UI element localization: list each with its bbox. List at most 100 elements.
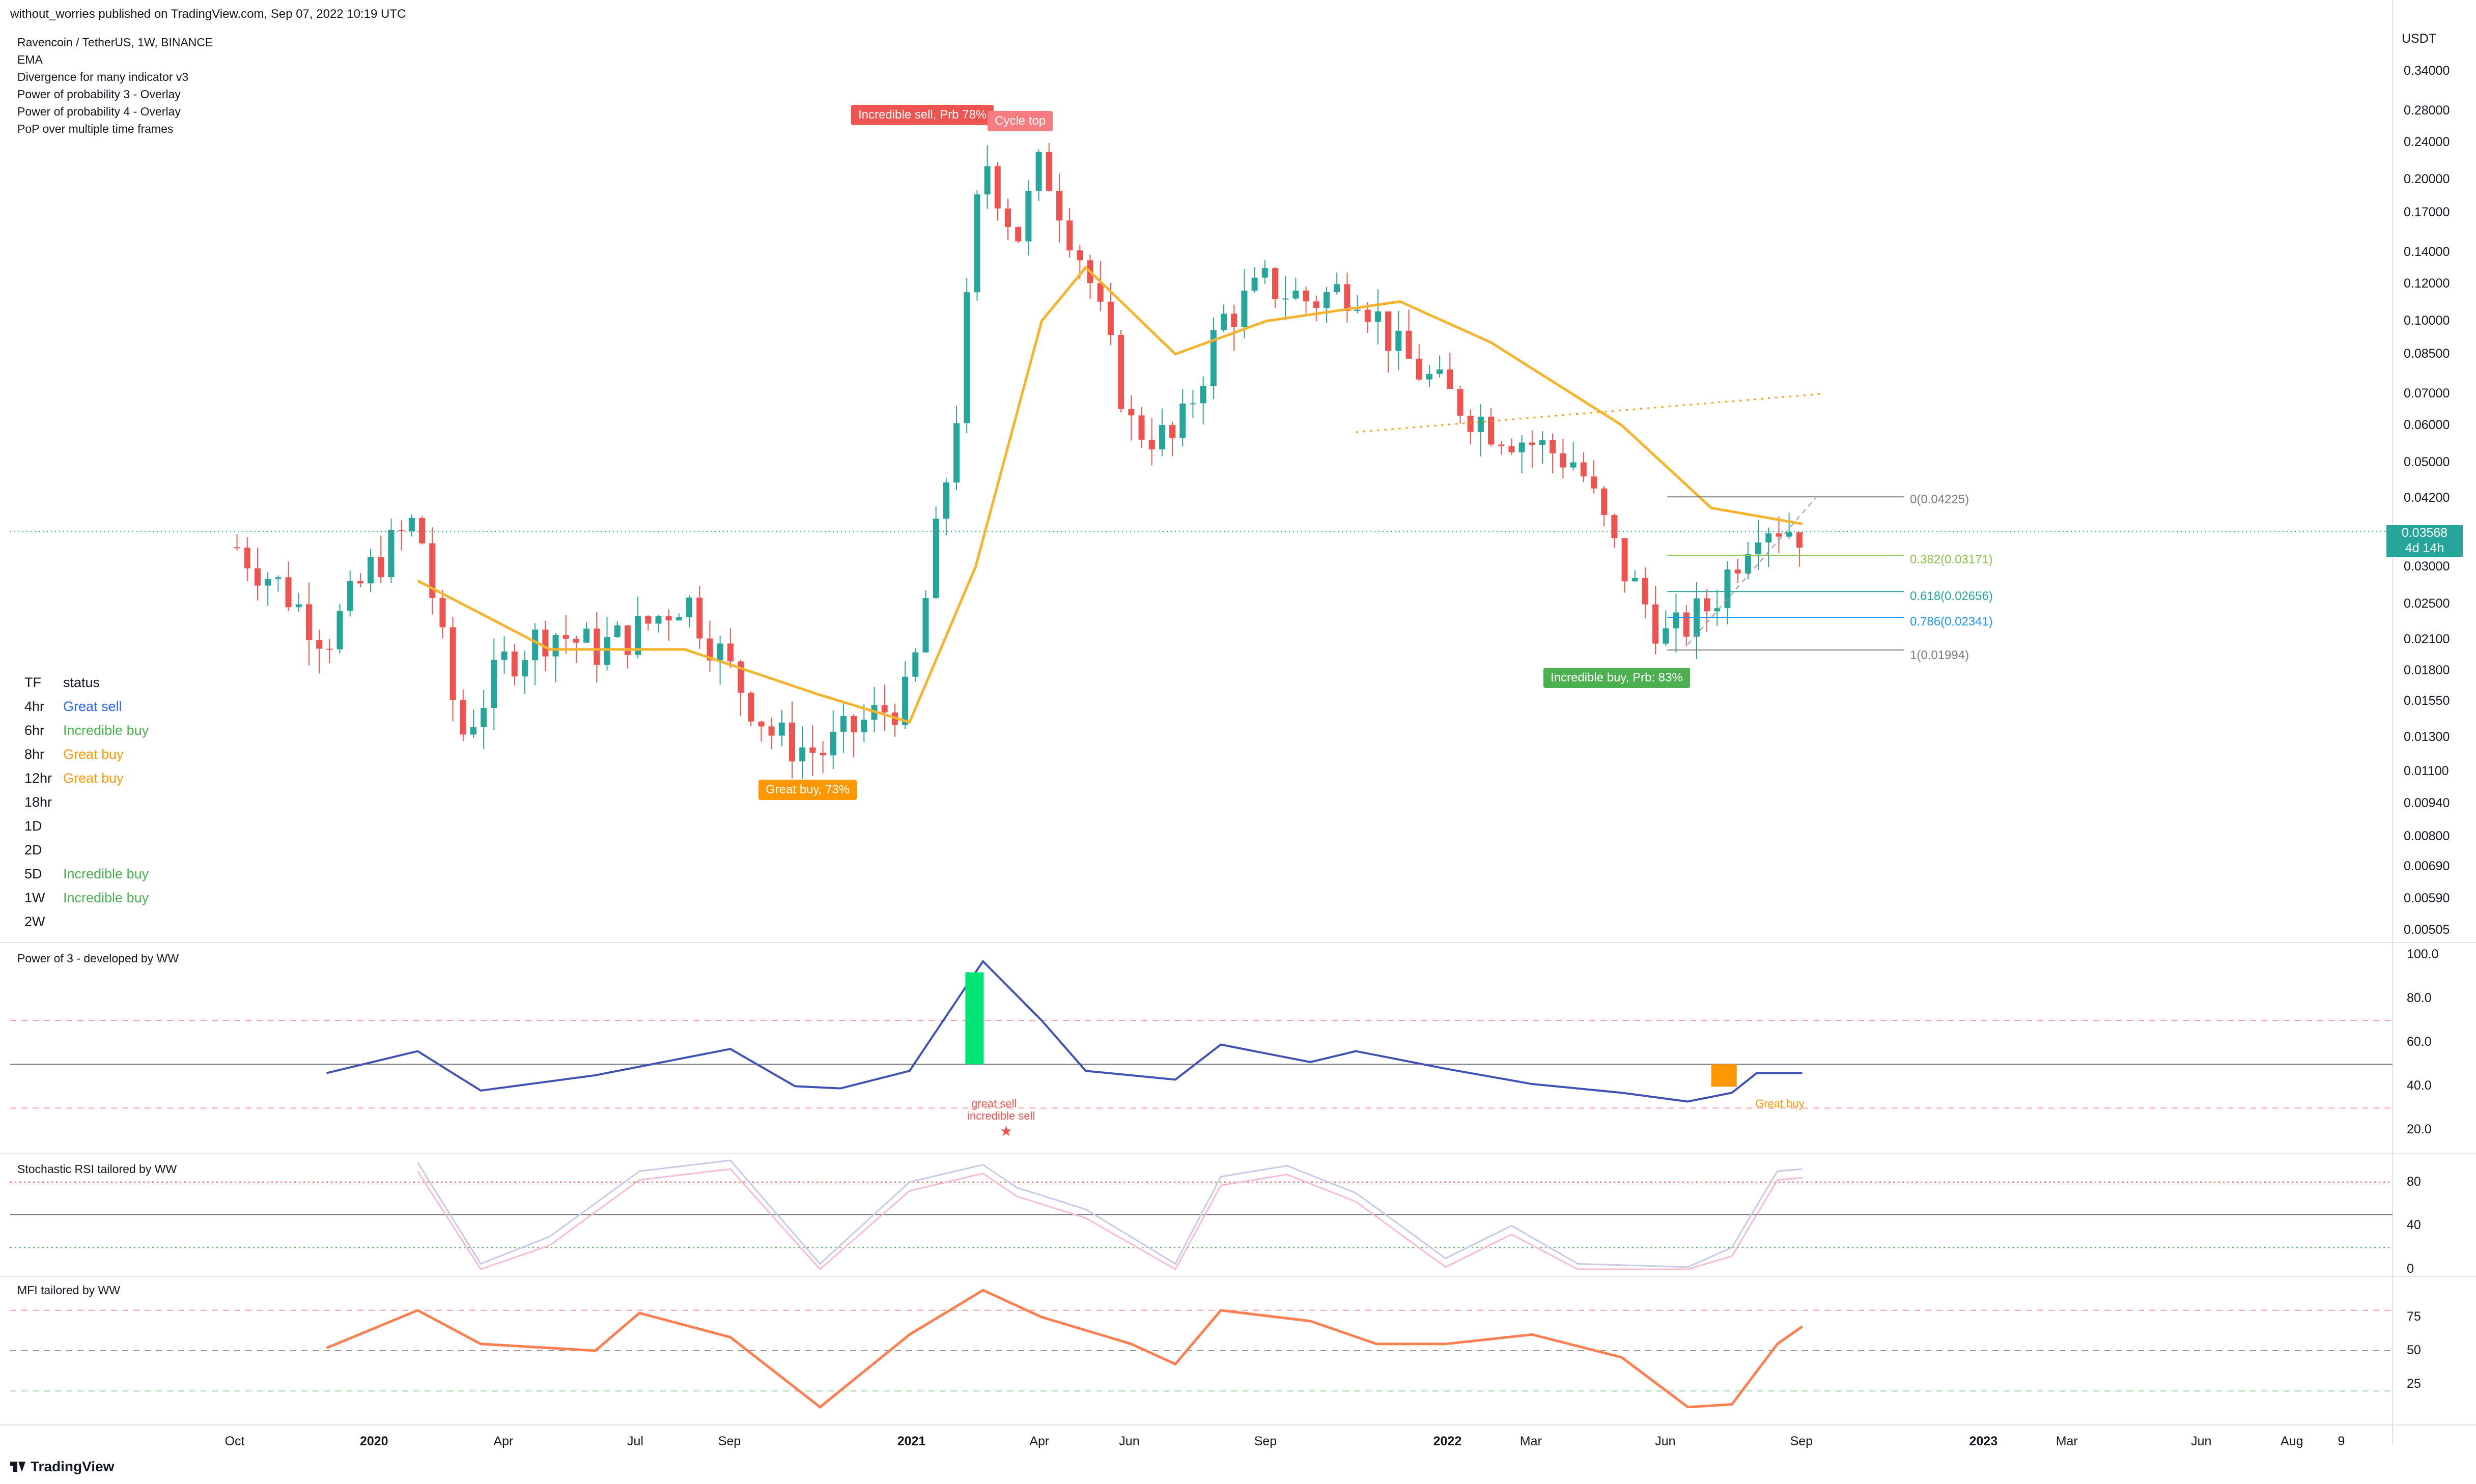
candle-body xyxy=(840,716,847,732)
status-cell: Great sell xyxy=(63,699,122,714)
price-tick: 0.14000 xyxy=(2404,244,2450,259)
candle-body xyxy=(1334,284,1340,293)
stoch-tick: 40 xyxy=(2407,1218,2421,1233)
candle-body xyxy=(347,581,353,611)
price-tick: 0.00940 xyxy=(2404,795,2450,810)
candle-body xyxy=(1282,298,1289,300)
time-tick: Jun xyxy=(2191,1434,2212,1448)
candle-body xyxy=(1437,369,1443,374)
candle-body xyxy=(1786,532,1792,537)
time-tick: 2022 xyxy=(1433,1434,1462,1448)
pop3-pane-title[interactable]: Power of 3 - developed by WW xyxy=(17,952,179,965)
candle-body xyxy=(1097,283,1104,302)
status-cell: Incredible buy xyxy=(63,890,149,905)
candle-body xyxy=(1015,227,1022,242)
candle-body xyxy=(429,543,436,598)
mfi-pane-title[interactable]: MFI tailored by WW xyxy=(17,1283,120,1297)
candle-body xyxy=(1580,462,1587,477)
candle-body xyxy=(1107,301,1114,335)
candle-body xyxy=(1405,330,1412,359)
time-tick: Jul xyxy=(627,1434,643,1448)
candle-body xyxy=(861,720,867,732)
candle-body xyxy=(378,557,384,578)
pop3-line xyxy=(326,959,1803,1103)
candle-body xyxy=(1477,416,1484,432)
price-tick: 0.07000 xyxy=(2404,386,2450,401)
indicator-ema[interactable]: EMA xyxy=(17,53,43,66)
candle-body xyxy=(768,726,775,736)
candle-body xyxy=(1508,446,1515,452)
table-row: 12hr Great buy xyxy=(24,766,149,790)
candle-body xyxy=(511,651,518,677)
price-tick: 0.08500 xyxy=(2404,346,2450,361)
status-cell: Incredible buy xyxy=(63,866,149,881)
time-tick: Mar xyxy=(2056,1434,2078,1448)
indicator-pop3[interactable]: Power of probability 3 - Overlay xyxy=(17,88,181,101)
pop3-tick: 100.0 xyxy=(2407,947,2439,961)
candle-body xyxy=(635,616,641,655)
price-tick: 0.00505 xyxy=(2404,923,2450,937)
tf-cell: 1D xyxy=(24,818,42,834)
timeframe-status-table: TF status 4hr Great sell 6hr Incredible bu… xyxy=(24,671,149,934)
candle-body xyxy=(1169,425,1176,438)
ema-line xyxy=(417,265,1803,724)
candle-body xyxy=(1179,403,1186,438)
candle-body xyxy=(449,627,456,700)
price-tick: 0.04200 xyxy=(2404,490,2450,505)
candle-body xyxy=(984,166,991,195)
candle-body xyxy=(665,616,672,621)
mfi-line xyxy=(326,1289,1804,1409)
last-price-tag: 0.03568 4d 14h xyxy=(2386,525,2463,557)
candle-body xyxy=(1539,440,1545,445)
great-buy-text: Great buy xyxy=(1755,1097,1805,1110)
candle-body xyxy=(573,639,579,643)
indicator-pop4[interactable]: Power of probability 4 - Overlay xyxy=(17,105,181,118)
candle-body xyxy=(707,638,713,661)
candle-body xyxy=(1416,358,1422,380)
time-tick: Oct xyxy=(224,1434,245,1448)
tradingview-logo[interactable]: TradingView xyxy=(10,1459,114,1475)
time-tick: Apr xyxy=(1029,1434,1050,1448)
candle-body xyxy=(1344,284,1350,311)
incredible-buy-label: Incredible buy, Prb: 83% xyxy=(1543,668,1690,688)
candle-body xyxy=(1776,533,1782,537)
mfi-tick: 50 xyxy=(2407,1343,2421,1357)
candle-body xyxy=(1261,268,1268,278)
fib-trendline[interactable] xyxy=(1687,497,1816,645)
candle-body xyxy=(398,530,405,531)
candle-body xyxy=(1292,290,1299,299)
stoch-pane-title[interactable]: Stochastic RSI tailored by WW xyxy=(17,1162,177,1176)
price-tick: 0.00590 xyxy=(2404,891,2450,905)
candles[interactable] xyxy=(234,142,1803,779)
indicator-pop-mtf[interactable]: PoP over multiple time frames xyxy=(17,122,174,135)
candle-body xyxy=(285,577,292,608)
pop3-signal-fill xyxy=(965,972,984,1065)
tradingview-logo-icon xyxy=(10,1462,25,1472)
tf-cell: 12hr xyxy=(24,770,52,786)
price-tick: 0.05000 xyxy=(2404,454,2450,469)
candle-body xyxy=(1148,439,1155,450)
candle-body xyxy=(1077,250,1083,261)
symbol-title[interactable]: Ravencoin / TetherUS, 1W, BINANCE xyxy=(17,36,213,49)
table-row: 1D xyxy=(24,814,149,838)
tf-cell: 18hr xyxy=(24,794,52,810)
stoch-k-line xyxy=(417,1159,1803,1268)
candle-body xyxy=(778,722,785,736)
candle-body xyxy=(604,637,610,665)
candle-body xyxy=(953,423,960,483)
candle-body xyxy=(481,708,487,727)
candle-body xyxy=(1200,386,1206,404)
candle-body xyxy=(727,643,734,662)
indicator-divergence[interactable]: Divergence for many indicator v3 xyxy=(17,70,189,83)
time-tick: Sep xyxy=(718,1434,741,1448)
candle-body xyxy=(532,630,539,661)
time-tick: 9 xyxy=(2338,1434,2345,1448)
candle-body xyxy=(1159,425,1165,450)
time-tick: 2021 xyxy=(897,1434,926,1448)
table-row: 8hr Great buy xyxy=(24,743,149,766)
time-tick: Jun xyxy=(1655,1434,1676,1448)
resistance-trendline[interactable] xyxy=(1356,393,1823,433)
candle-body xyxy=(1210,330,1217,386)
tf-cell: 6hr xyxy=(24,723,45,738)
